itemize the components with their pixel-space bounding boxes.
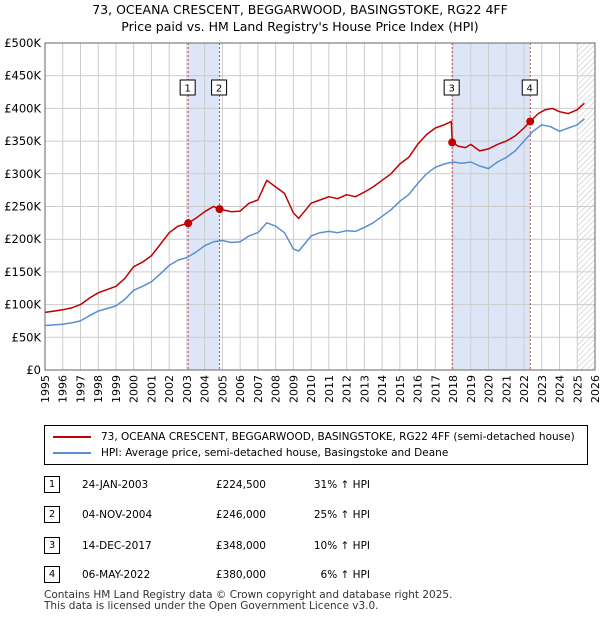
- y-tick-label: £0: [26, 363, 41, 377]
- x-tick-label: 2017: [429, 375, 442, 403]
- sale-badge: 2: [44, 506, 60, 523]
- x-tick-label: 2022: [518, 375, 531, 403]
- sale-point: [184, 219, 193, 228]
- sale-label: 1: [184, 84, 190, 95]
- price-chart: 1 2 3 4 £0 £50K £100K £150K £200K £250K £300K £350K…: [4, 36, 600, 403]
- sale-price: £380,000: [215, 569, 266, 581]
- sale-badge: 4: [44, 566, 60, 583]
- y-tick-label: £150K: [4, 265, 41, 279]
- sale-hpi-change: 6% ↑ HPI: [320, 569, 370, 581]
- y-tick-label: £300K: [4, 167, 41, 181]
- x-tick-label: 2013: [358, 375, 371, 403]
- x-tick-label: 2009: [287, 375, 300, 403]
- y-tick-label: £200K: [4, 232, 41, 246]
- x-tick-label: 2018: [447, 375, 460, 403]
- sale-point: [448, 138, 457, 147]
- sale-date: 04-NOV-2004: [82, 509, 153, 521]
- x-tick-label: 2004: [199, 375, 212, 403]
- x-tick-label: 1997: [74, 375, 87, 403]
- sale-price: £246,000: [215, 509, 266, 521]
- sale-point: [215, 205, 224, 214]
- sale-point: [526, 117, 535, 126]
- x-tick-label: 2001: [145, 375, 158, 403]
- sale-badge: 1: [44, 476, 60, 493]
- x-tick-label: 2023: [536, 375, 549, 403]
- footer-copyright: Contains HM Land Registry data © Crown c…: [44, 589, 453, 601]
- sale-label-box: [179, 79, 196, 96]
- sale-row: 4 06-MAY-2022 £380,000 6% ↑ HPI: [0, 566, 600, 584]
- x-tick-label: 2010: [305, 375, 318, 403]
- x-tick-label: 2024: [554, 375, 567, 403]
- sale-badge: 3: [44, 537, 60, 554]
- x-tick-label: 1995: [39, 375, 52, 403]
- x-tick-label: 2005: [216, 375, 229, 403]
- x-tick-label: 2019: [465, 375, 478, 403]
- x-tick-label: 2002: [163, 375, 176, 403]
- price-paid-line: [44, 102, 585, 314]
- x-tick-label: 2026: [589, 375, 600, 403]
- sale-label: 4: [527, 84, 533, 95]
- y-tick-label: £100K: [4, 298, 41, 312]
- x-tick-label: 2008: [270, 375, 283, 403]
- x-tick-label: 2012: [341, 375, 354, 403]
- sale-label: 2: [216, 84, 222, 95]
- sale-date: 14-DEC-2017: [82, 540, 152, 552]
- x-tick-label: 1996: [57, 375, 70, 403]
- legend-label-price: 73, OCEANA CRESCENT, BEGGARWOOD, BASINGS…: [101, 431, 575, 443]
- y-tick-label: £250K: [4, 200, 41, 214]
- chart-subtitle: Price paid vs. HM Land Registry's House …: [121, 19, 479, 34]
- legend-label-hpi: HPI: Average price, semi-detached house,…: [101, 447, 449, 459]
- sale-hpi-change: 10% ↑ HPI: [313, 540, 370, 552]
- legend: 73, OCEANA CRESCENT, BEGGARWOOD, BASINGS…: [44, 425, 588, 465]
- sale-label: 3: [448, 84, 454, 95]
- sale-price: £224,500: [215, 479, 266, 491]
- sale-row: 3 14-DEC-2017 £348,000 10% ↑ HPI: [0, 537, 600, 555]
- sale-label-box: [211, 79, 228, 96]
- y-tick-label: £450K: [4, 69, 41, 83]
- sale-row: 1 24-JAN-2003 £224,500 31% ↑ HPI: [0, 476, 600, 494]
- y-tick-label: £350K: [4, 134, 41, 148]
- x-tick-label: 2025: [571, 375, 584, 403]
- sale-label-box: [443, 79, 460, 96]
- hpi-line: [44, 118, 585, 327]
- x-tick-label: 2016: [412, 375, 425, 403]
- x-tick-label: 2015: [394, 375, 407, 403]
- footer-licence: This data is licensed under the Open Gov…: [44, 600, 379, 612]
- chart-title: 73, OCEANA CRESCENT, BEGGARWOOD, BASINGS…: [92, 2, 508, 17]
- legend-swatch-price: [53, 436, 91, 438]
- sale-hpi-change: 31% ↑ HPI: [313, 479, 370, 491]
- x-tick-label: 2007: [252, 375, 265, 403]
- y-tick-label: £50K: [12, 330, 42, 344]
- plot-frame: [44, 42, 596, 371]
- sale-date: 06-MAY-2022: [82, 569, 151, 581]
- y-tick-label: £400K: [4, 101, 41, 115]
- sale-date: 24-JAN-2003: [82, 479, 149, 491]
- x-tick-label: 1998: [92, 375, 105, 403]
- x-tick-label: 2020: [483, 375, 496, 403]
- sale-row: 2 04-NOV-2004 £246,000 25% ↑ HPI: [0, 506, 600, 524]
- x-tick-label: 2003: [181, 375, 194, 403]
- x-tick-label: 2011: [323, 375, 336, 403]
- y-tick-label: £500K: [4, 36, 41, 50]
- sale-hpi-change: 25% ↑ HPI: [313, 509, 370, 521]
- x-tick-label: 2014: [376, 375, 389, 403]
- legend-swatch-hpi: [53, 452, 91, 454]
- x-tick-label: 2000: [128, 375, 141, 403]
- sale-label-box: [521, 79, 538, 96]
- x-tick-label: 1999: [110, 375, 123, 403]
- footer: Contains HM Land Registry data © Crown c…: [44, 590, 452, 612]
- x-tick-label: 2006: [234, 375, 247, 403]
- sale-price: £348,000: [215, 540, 266, 552]
- x-tick-label: 2021: [500, 375, 513, 403]
